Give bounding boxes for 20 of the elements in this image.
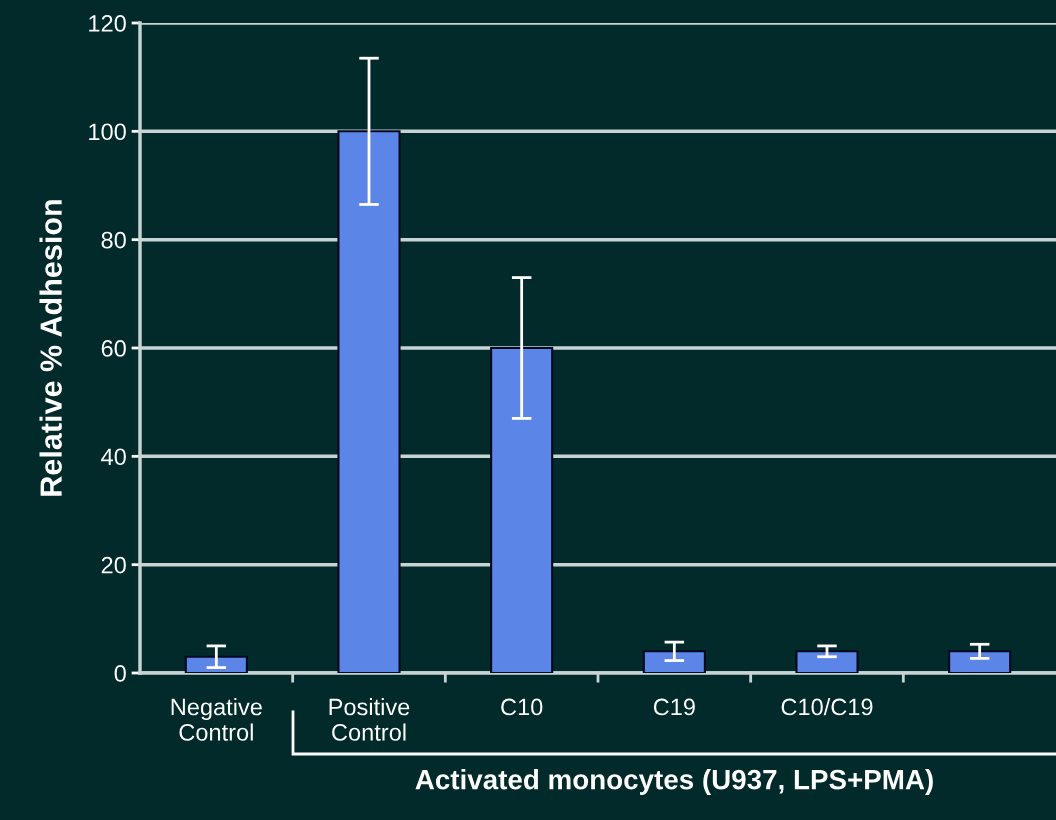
bar bbox=[490, 346, 554, 673]
bar bbox=[642, 650, 706, 673]
x-tick-label: Positive Control bbox=[329, 698, 410, 741]
y-tick-label: 0 bbox=[114, 665, 126, 682]
y-tick-label: 80 bbox=[101, 231, 126, 249]
y-tick-label: 40 bbox=[101, 448, 126, 466]
bar bbox=[795, 650, 859, 673]
bar bbox=[948, 650, 1012, 673]
bar bbox=[337, 130, 401, 673]
x-tick-label: C10/C19 bbox=[781, 698, 873, 716]
y-tick-label: 120 bbox=[89, 15, 126, 32]
x-tick-label: Negative Control bbox=[171, 698, 262, 741]
bar bbox=[184, 655, 248, 673]
x-tick-label: C10 bbox=[501, 698, 543, 716]
x-axis-title: Activated monocytes (U937, LPS+PMA) bbox=[415, 769, 933, 795]
x-tick-label: C19 bbox=[653, 698, 695, 716]
y-axis-title: Relative % Adhesion bbox=[39, 200, 62, 496]
y-tick-label: 20 bbox=[101, 556, 126, 574]
y-tick-label: 100 bbox=[89, 123, 126, 141]
y-tick-label: 60 bbox=[101, 340, 126, 357]
